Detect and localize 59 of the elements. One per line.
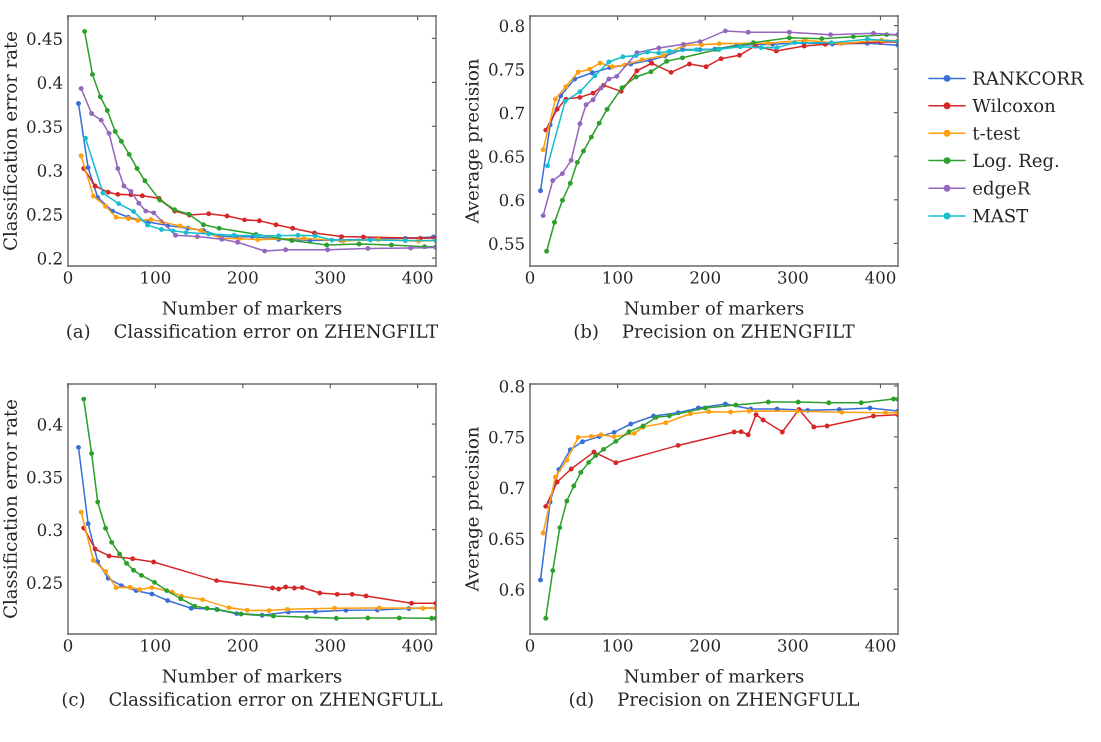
y-tick-label: 0.4: [37, 418, 63, 431]
x-tick-label: 400: [402, 271, 433, 284]
legend-label: Wilcoxon: [972, 98, 1056, 113]
text: (d) Precision on ZHENGFULL: [569, 691, 860, 709]
x-tick-label: 100: [603, 271, 633, 284]
x-tick-label: 200: [690, 639, 721, 652]
y-tick-label: 0.75: [489, 430, 524, 444]
y-tick-label: 0.4: [37, 76, 63, 89]
y-tick-label: 0.65: [489, 150, 524, 163]
legend-label: edgeR: [973, 180, 1031, 199]
y-tick-label: 0.6: [499, 193, 525, 207]
y-tick-label: 0.7: [499, 481, 524, 495]
y-tick-label: 0.75: [489, 63, 524, 76]
x-tick-label: 400: [865, 639, 896, 652]
x-tick-label: 100: [141, 271, 171, 284]
x-tick-label: 300: [315, 639, 346, 652]
text: (c) Classification error on ZHENGFULL: [62, 691, 443, 709]
x-axis-title: Number of markers: [624, 668, 804, 683]
y-axis-title: Average precision: [465, 59, 483, 224]
x-tick-label: 100: [603, 639, 633, 652]
legend-label: Log. Reg.: [973, 153, 1059, 171]
x-tick-label: 0: [63, 271, 73, 284]
legend-label: t-test: [972, 127, 1020, 140]
y-tick-label: 0.7: [499, 106, 524, 120]
x-tick-label: 0: [525, 639, 535, 652]
y-axis-title: Average precision: [465, 427, 483, 592]
x-tick-label: 200: [690, 271, 721, 284]
y-axis-title: Classification error rate: [3, 400, 17, 618]
y-tick-label: 0.8: [499, 379, 525, 393]
y-tick-label: 0.65: [489, 532, 524, 546]
y-tick-label: 0.6: [499, 583, 525, 596]
y-tick-label: 0.2: [37, 252, 62, 265]
x-tick-label: 300: [778, 271, 808, 284]
x-tick-label: 400: [402, 639, 433, 652]
legend-label: MAST: [973, 208, 1029, 223]
y-tick-label: 0.45: [27, 32, 62, 45]
x-tick-label: 200: [228, 271, 258, 284]
text: (a) Classification error on ZHENGFILT: [67, 323, 439, 341]
x-tick-label: 0: [525, 271, 535, 284]
x-axis-title: Number of markers: [162, 300, 342, 315]
x-tick-label: 200: [228, 639, 258, 652]
y-tick-label: 0.8: [499, 19, 525, 33]
legend-label: RANKCORR: [973, 71, 1084, 85]
y-tick-label: 0.35: [27, 470, 62, 484]
y-tick-label: 0.25: [27, 208, 62, 221]
x-tick-label: 300: [315, 271, 346, 284]
x-tick-label: 400: [865, 271, 896, 284]
x-axis-title: Number of markers: [162, 668, 342, 683]
y-tick-label: 0.3: [37, 523, 62, 537]
x-tick-label: 0: [63, 639, 73, 652]
y-tick-label: 0.25: [27, 576, 62, 589]
y-tick-label: 0.35: [27, 120, 62, 133]
x-axis-title: Number of markers: [624, 300, 804, 315]
y-axis-title: Classification error rate: [3, 32, 17, 250]
y-tick-label: 0.3: [37, 164, 62, 177]
x-tick-label: 100: [141, 639, 171, 652]
y-tick-label: 0.55: [489, 237, 524, 250]
x-tick-label: 300: [778, 639, 808, 652]
text: (b) Precision on ZHENGFILT: [574, 323, 855, 341]
